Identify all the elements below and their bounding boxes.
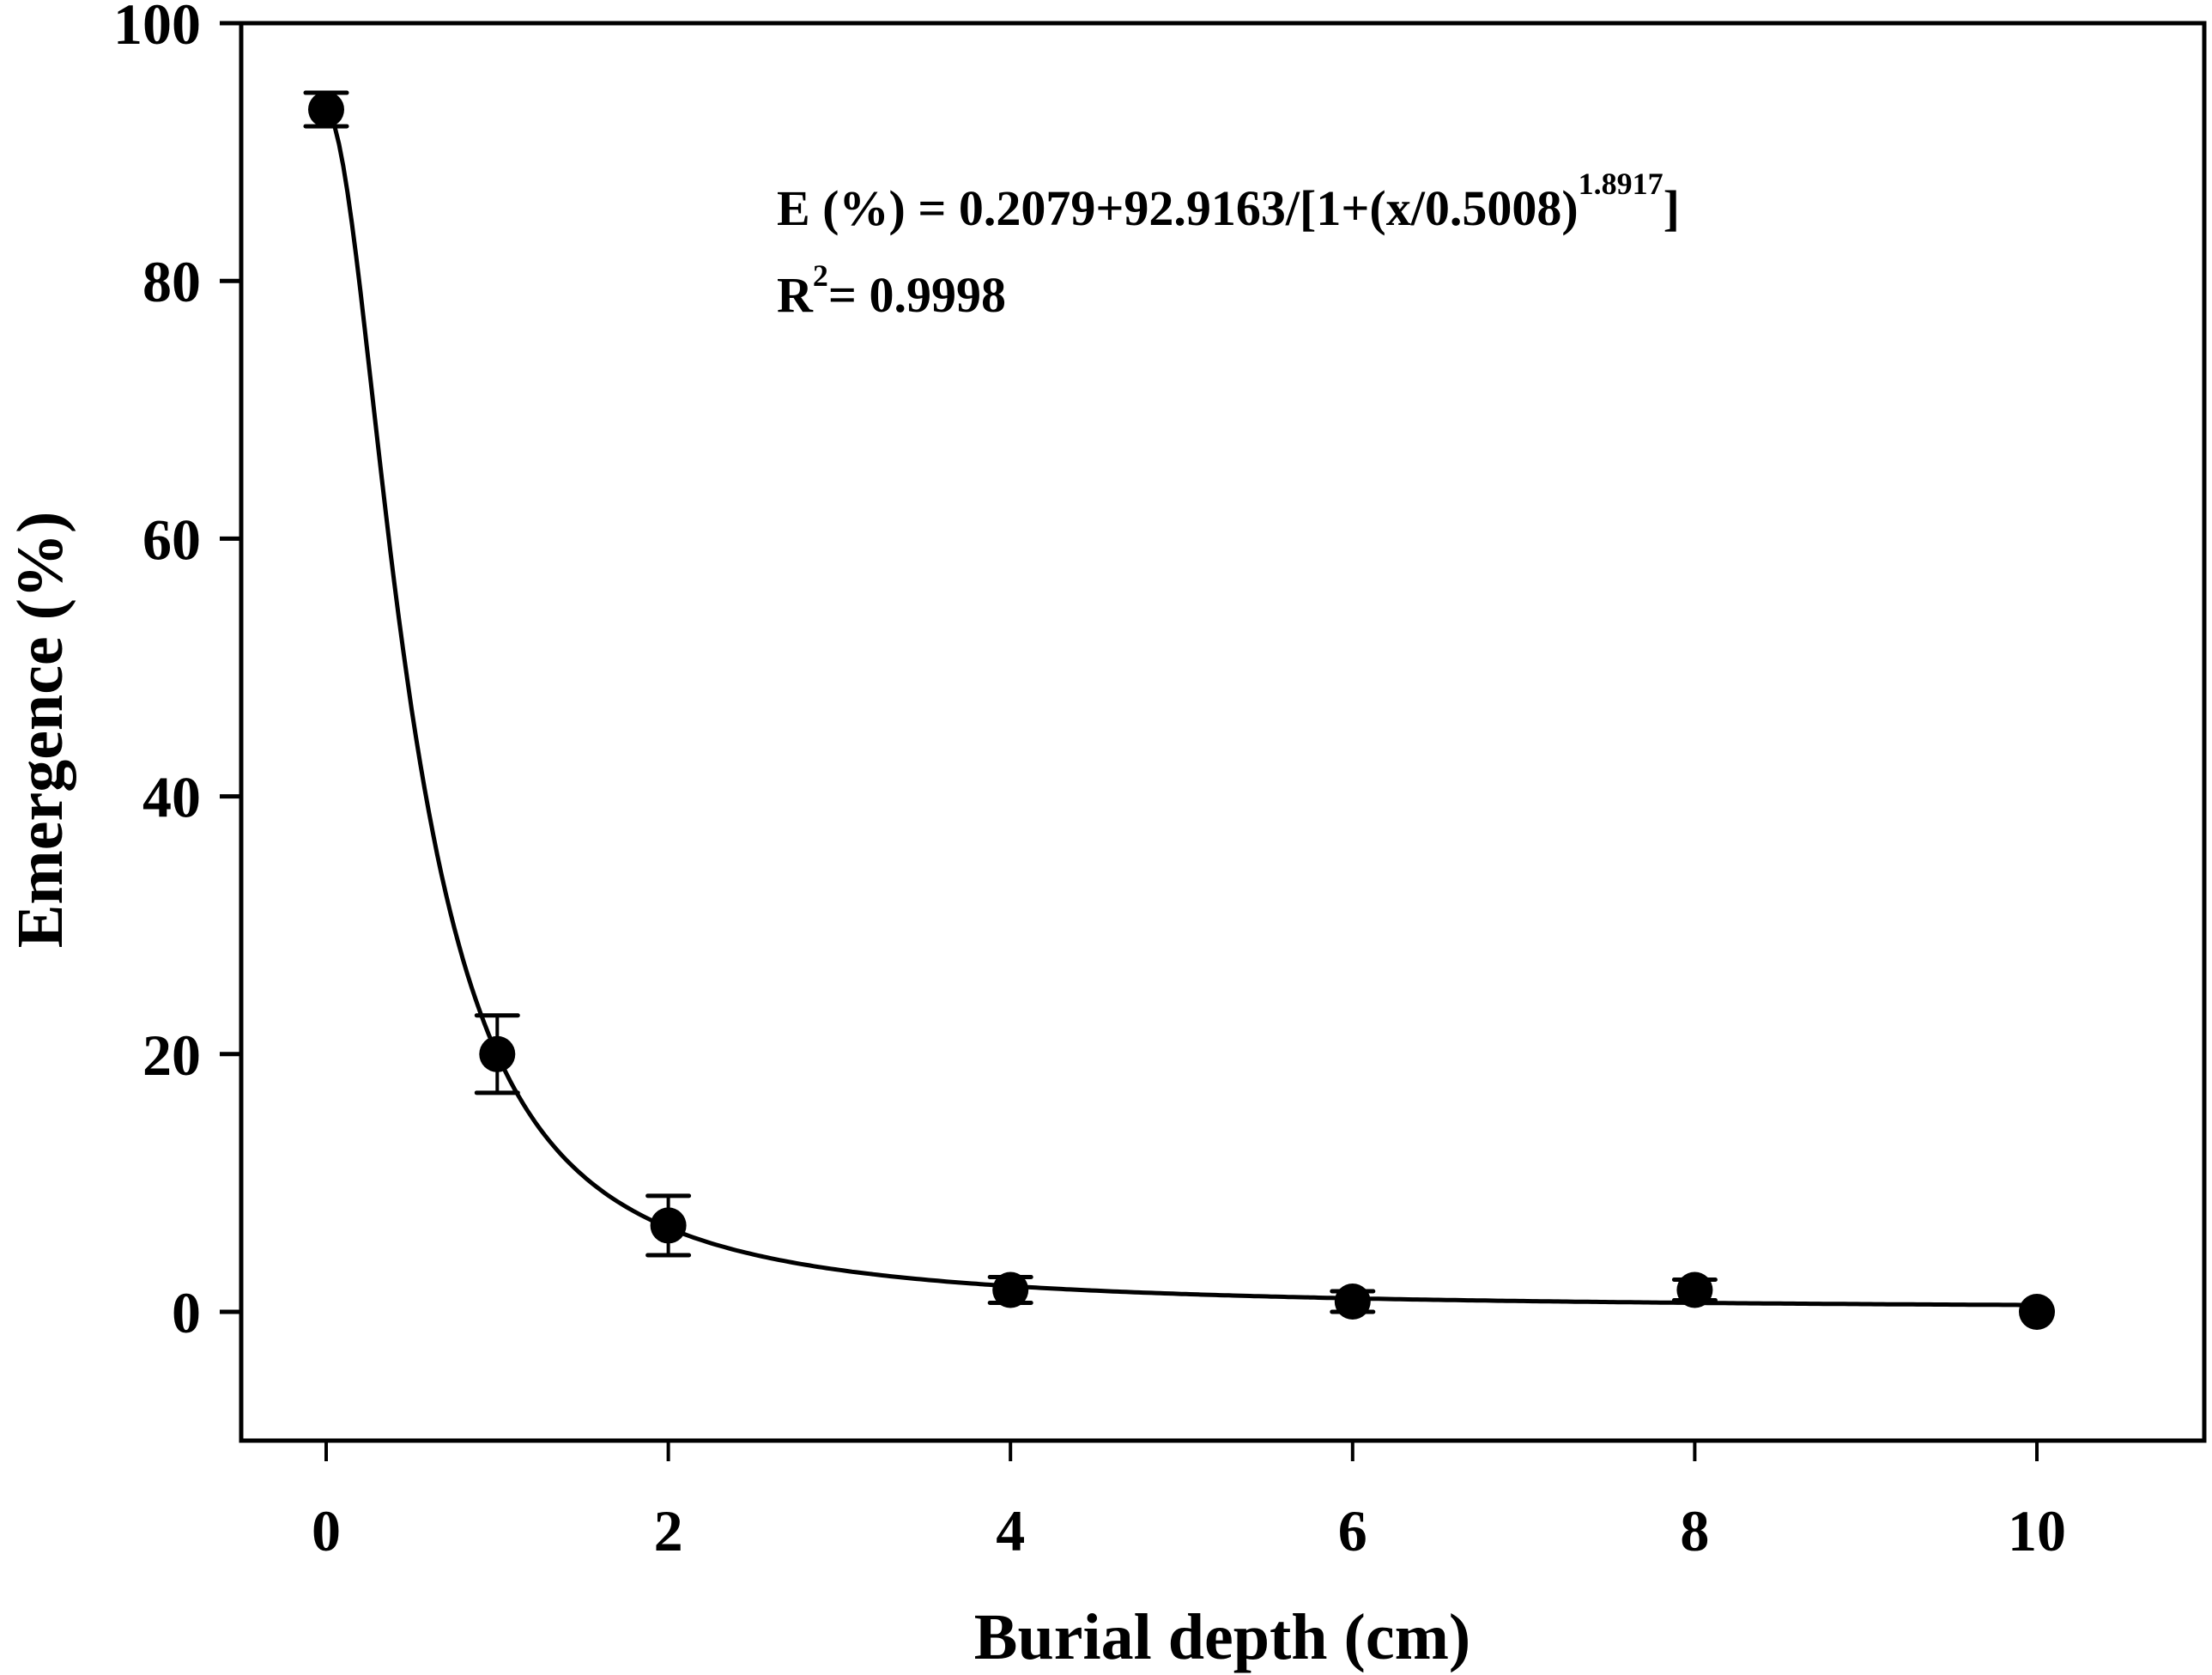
data-point <box>2019 1294 2055 1330</box>
marker-circle <box>1334 1283 1371 1320</box>
x-tick-label: 2 <box>654 1498 683 1563</box>
y-axis-ticks: 0 20 40 60 80 100 <box>113 0 241 1345</box>
y-tick-label: 80 <box>142 249 201 314</box>
x-axis-ticks: 0 2 4 6 8 10 <box>312 1441 2066 1563</box>
y-tick-label: 60 <box>142 507 201 572</box>
marker-circle <box>308 91 344 128</box>
data-point <box>474 1013 520 1095</box>
fitted-curve <box>324 110 2038 1308</box>
data-points <box>303 90 2055 1330</box>
marker-circle <box>2019 1294 2055 1330</box>
data-point <box>1330 1283 1376 1320</box>
marker-circle <box>1676 1271 1713 1308</box>
y-tick-label: 40 <box>142 765 201 830</box>
marker-circle <box>479 1035 516 1072</box>
data-point <box>303 90 349 129</box>
plot-frame <box>239 21 2207 1443</box>
annotation-equation: E (%) = 0.2079+92.9163/[1+(x/0.5008)1.89… <box>777 167 1680 236</box>
marker-circle <box>992 1271 1029 1308</box>
x-tick-label: 8 <box>1680 1498 1709 1563</box>
data-point <box>987 1271 1033 1308</box>
y-tick-label: 100 <box>113 0 201 57</box>
x-tick-label: 0 <box>312 1498 341 1563</box>
x-axis-title: Burial depth (cm) <box>974 1601 1470 1673</box>
data-point <box>645 1193 692 1258</box>
annotation-r-squared: R2= 0.9998 <box>777 258 1006 323</box>
y-axis-title: Emergence (%) <box>4 512 76 949</box>
y-tick-label: 20 <box>142 1023 201 1088</box>
x-tick-label: 10 <box>2008 1498 2066 1563</box>
x-tick-label: 4 <box>996 1498 1025 1563</box>
marker-circle <box>650 1207 687 1244</box>
x-tick-label: 6 <box>1338 1498 1367 1563</box>
data-point <box>1671 1271 1718 1308</box>
y-tick-label: 0 <box>172 1280 201 1345</box>
